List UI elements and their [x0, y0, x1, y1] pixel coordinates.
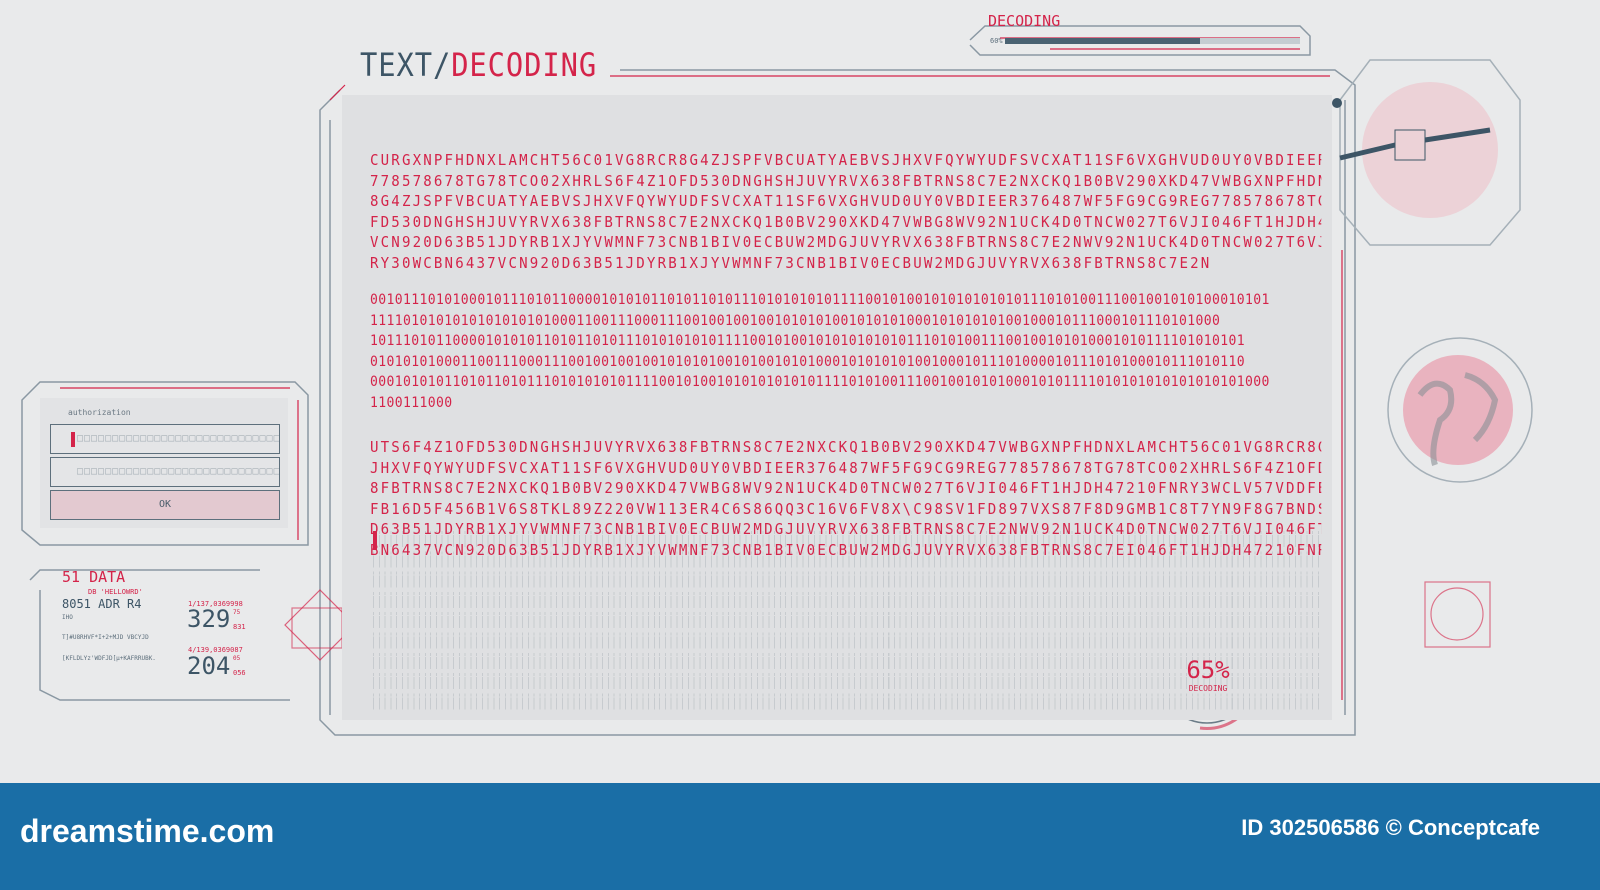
decoding-gauge: 65% DECODING: [1186, 656, 1230, 693]
alpha-block-1: CURGXNPFHDNXLAMCHT56C01VG8RCR8G4ZJSPFVBC…: [370, 151, 1321, 272]
page-title: TEXT/DECODING: [360, 46, 598, 84]
laptop-icon: [291, 607, 343, 649]
data-panel-title: 51 DATA: [62, 568, 126, 586]
crosshair-icon: [1430, 587, 1484, 641]
globe-icon: [1403, 355, 1513, 466]
top-progress-label: DECODING: [988, 12, 1061, 30]
top-progress-percent: 60%: [990, 37, 1003, 45]
alpha-block-2: UTS6F4Z1OFD530DNGHSHJUVYRVX638FBTRNS8C7E…: [370, 438, 1321, 559]
ok-button[interactable]: OK: [50, 490, 280, 520]
image-credit: ID 302506586 © Conceptcafe: [1241, 815, 1540, 840]
stat2-value: 204: [187, 652, 231, 680]
text-cursor: [373, 531, 377, 550]
watermark-footer: dreamstime.com ID 302506586 © Conceptcaf…: [0, 783, 1600, 890]
adr-label: 8051 ADR R4: [62, 597, 142, 611]
top-progress-bar: [1005, 38, 1300, 44]
brand-logo: dreamstime.com: [20, 813, 275, 849]
auth-label: authorization: [68, 408, 131, 417]
auth-password-field[interactable]: □□□□□□□□□□□□□□□□□□□□□□□□□□□□□□□□: [50, 457, 280, 487]
db-label: DB 'HELLOWRD': [88, 588, 143, 596]
binary-block: 0010111010100010111010110000101010110101…: [370, 292, 1270, 411]
auth-username-field[interactable]: □□□□□□□□□□□□□□□□□□□□□□□□□□□□□□□: [50, 424, 280, 454]
satellite-icon: [1332, 82, 1498, 218]
stat1-value: 329: [187, 605, 231, 633]
